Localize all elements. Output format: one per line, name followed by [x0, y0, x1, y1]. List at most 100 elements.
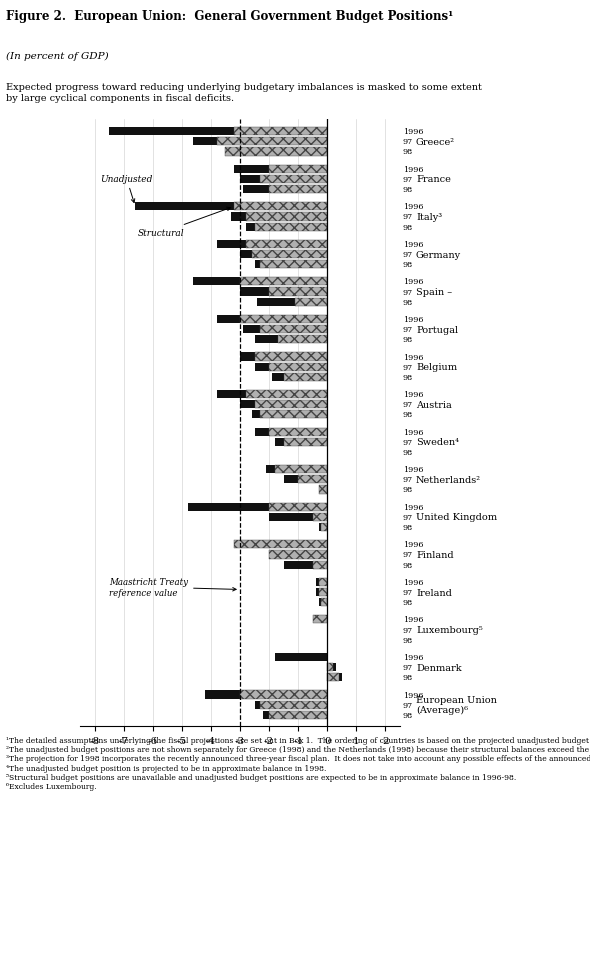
Text: 1996: 1996 — [403, 165, 424, 174]
Bar — [295, 298, 327, 307]
Bar — [263, 711, 327, 719]
Text: 98: 98 — [403, 411, 413, 419]
Bar — [246, 390, 327, 399]
Text: France: France — [416, 175, 451, 185]
Text: 98: 98 — [403, 636, 413, 644]
Bar — [275, 653, 327, 661]
Bar — [319, 579, 327, 586]
Bar — [254, 335, 327, 344]
Bar — [319, 524, 327, 531]
Text: 97: 97 — [403, 288, 413, 296]
Bar — [319, 486, 327, 494]
Text: 98: 98 — [403, 374, 413, 382]
Text: Maastricht Treaty
reference value: Maastricht Treaty reference value — [109, 578, 236, 597]
Text: 97: 97 — [403, 551, 413, 559]
Text: 98: 98 — [403, 299, 413, 307]
Text: 97: 97 — [403, 251, 413, 259]
Text: Figure 2.  European Union:  General Government Budget Positions¹: Figure 2. European Union: General Govern… — [6, 10, 453, 23]
Bar — [234, 541, 327, 549]
Bar — [260, 326, 327, 333]
Text: (In percent of GDP): (In percent of GDP) — [6, 52, 109, 62]
Text: 97: 97 — [403, 588, 413, 597]
Bar — [316, 579, 327, 586]
Bar — [313, 561, 327, 569]
Bar — [252, 251, 327, 259]
Text: 1996: 1996 — [403, 429, 424, 436]
Bar — [275, 466, 327, 474]
Text: Finland: Finland — [416, 551, 454, 559]
Bar — [269, 504, 327, 511]
Bar — [225, 148, 327, 157]
Bar — [234, 165, 327, 174]
Bar — [284, 374, 327, 382]
Bar — [313, 616, 327, 624]
Text: 1996: 1996 — [403, 504, 424, 511]
Text: 98: 98 — [403, 599, 413, 606]
Bar — [254, 401, 327, 408]
Bar — [319, 588, 327, 597]
Bar — [260, 411, 327, 419]
Text: 97: 97 — [403, 401, 413, 408]
Bar — [269, 711, 327, 719]
Bar — [316, 588, 327, 597]
Text: 1996: 1996 — [403, 541, 424, 549]
Bar — [269, 165, 327, 174]
Text: 98: 98 — [403, 486, 413, 494]
Bar — [269, 551, 327, 559]
Bar — [217, 315, 327, 324]
Text: 98: 98 — [403, 336, 413, 344]
Text: Luxembourg⁵: Luxembourg⁵ — [416, 626, 483, 634]
Text: Austria: Austria — [416, 401, 452, 409]
Text: Denmark: Denmark — [416, 663, 461, 672]
Bar — [269, 513, 327, 522]
Bar — [188, 504, 327, 511]
Bar — [234, 128, 327, 136]
Bar — [269, 429, 327, 436]
Bar — [240, 353, 327, 361]
Bar — [298, 476, 327, 484]
Bar — [272, 374, 327, 382]
Text: 1996: 1996 — [403, 466, 424, 474]
Text: 1996: 1996 — [403, 278, 424, 286]
Text: 1996: 1996 — [403, 240, 424, 249]
Bar — [194, 278, 327, 286]
Bar — [240, 251, 327, 259]
Text: Germany: Germany — [416, 250, 461, 259]
Bar — [257, 298, 327, 307]
Text: 98: 98 — [403, 561, 413, 569]
Text: Netherlands²: Netherlands² — [416, 476, 481, 484]
Bar — [246, 240, 327, 249]
Bar — [322, 599, 327, 606]
Bar — [275, 438, 327, 446]
Text: 97: 97 — [403, 326, 413, 333]
Bar — [254, 701, 327, 709]
Text: 97: 97 — [403, 138, 413, 146]
Text: 1996: 1996 — [403, 128, 424, 136]
Bar — [327, 674, 342, 681]
Text: 98: 98 — [403, 674, 413, 681]
Bar — [327, 663, 333, 672]
Bar — [205, 691, 327, 699]
Bar — [260, 260, 327, 269]
Bar — [266, 466, 327, 474]
Bar — [269, 185, 327, 194]
Text: Unadjusted: Unadjusted — [100, 175, 153, 204]
Text: 1996: 1996 — [403, 203, 424, 211]
Text: 1996: 1996 — [403, 616, 424, 624]
Text: 1996: 1996 — [403, 653, 424, 661]
Text: 1996: 1996 — [403, 691, 424, 699]
Bar — [284, 561, 327, 569]
Text: 98: 98 — [403, 449, 413, 456]
Text: 1996: 1996 — [403, 353, 424, 361]
Text: 1996: 1996 — [403, 315, 424, 324]
Bar — [240, 278, 327, 286]
Bar — [240, 176, 327, 184]
Bar — [269, 363, 327, 371]
Text: Ireland: Ireland — [416, 588, 452, 597]
Text: ¹The detailed assumptions underlying the fiscal projections are set out in Box 1: ¹The detailed assumptions underlying the… — [6, 736, 590, 790]
Text: 98: 98 — [403, 524, 413, 531]
Bar — [217, 240, 327, 249]
Text: 97: 97 — [403, 513, 413, 522]
Text: 97: 97 — [403, 701, 413, 709]
Bar — [240, 288, 327, 296]
